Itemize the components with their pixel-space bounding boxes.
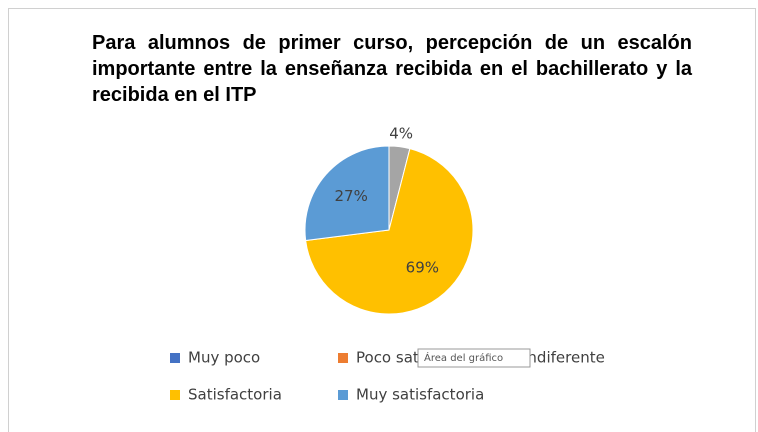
legend-label: Indiferente (523, 349, 605, 367)
pie-slice (304, 145, 390, 242)
pie-slice (305, 148, 474, 315)
data-label: 4% (389, 125, 413, 143)
tooltip: Área del gráfico (424, 351, 503, 364)
data-label: 27% (335, 187, 368, 205)
data-label: 69% (406, 258, 439, 276)
legend-label: Satisfactoria (188, 386, 282, 404)
chart-title: Para alumnos de primer curso, percepción… (92, 32, 692, 106)
legend-label: Muy poco (188, 349, 260, 367)
legend-marker (338, 353, 348, 363)
legend-marker (170, 390, 180, 400)
chart-area[interactable] (8, 8, 756, 432)
legend-marker (338, 390, 348, 400)
legend-label: Muy satisfactoria (356, 386, 484, 404)
tooltip-box (417, 348, 531, 368)
legend-marker (170, 353, 180, 363)
